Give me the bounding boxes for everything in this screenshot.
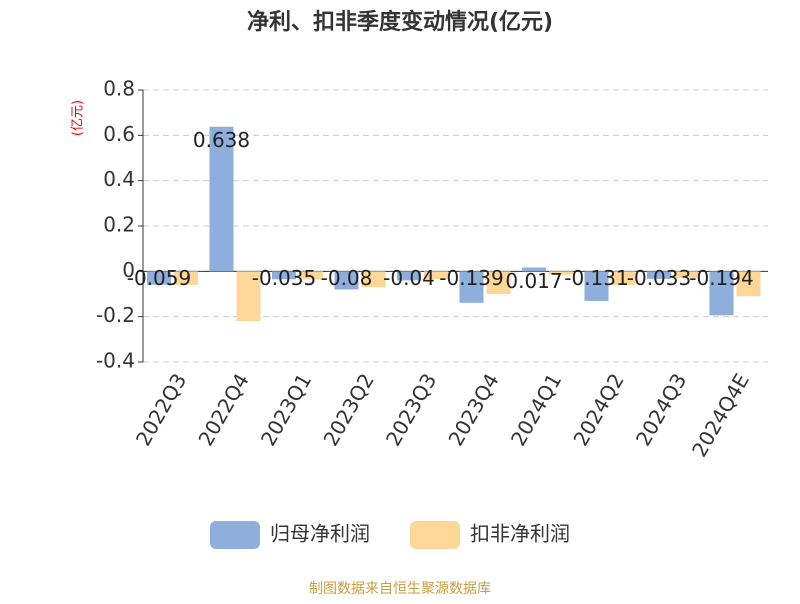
bar xyxy=(549,271,573,275)
x-tick-label: 2023Q3 xyxy=(381,369,441,450)
data-label: -0.139 xyxy=(439,266,503,290)
source-note: 制图数据来自恒生聚源数据库 xyxy=(309,581,491,597)
bar xyxy=(611,271,636,285)
legend-swatch xyxy=(210,521,260,549)
x-tick-label: 2024Q4E xyxy=(687,369,754,461)
data-label: -0.059 xyxy=(127,266,191,290)
y-tick-label: 0.2 xyxy=(103,213,135,237)
chart-title: 净利、扣非季度变动情况(亿元) xyxy=(247,9,553,35)
y-tick-label: 0 xyxy=(122,258,135,282)
y-tick-label: -0.4 xyxy=(96,349,135,373)
data-label: 0.017 xyxy=(505,269,562,293)
data-label: -0.194 xyxy=(689,266,753,290)
bar xyxy=(584,271,609,302)
bar xyxy=(486,271,511,294)
bar xyxy=(736,271,761,297)
bar xyxy=(522,267,546,272)
legend-swatch xyxy=(410,521,460,549)
bar xyxy=(334,271,359,290)
bar xyxy=(424,271,448,280)
legend-label: 归母净利润 xyxy=(270,522,370,546)
bar xyxy=(647,271,671,279)
bar xyxy=(459,271,484,303)
data-label: -0.131 xyxy=(564,266,628,290)
data-label: -0.035 xyxy=(252,266,316,290)
y-tick-label: 0.8 xyxy=(103,77,135,101)
bar xyxy=(299,271,323,280)
x-tick-label: 2024Q2 xyxy=(568,369,628,450)
data-label: -0.04 xyxy=(383,266,435,290)
y-tick-label: 0.6 xyxy=(103,122,135,146)
data-label: -0.033 xyxy=(627,266,691,290)
bar xyxy=(361,271,386,288)
data-label: -0.08 xyxy=(321,266,373,290)
legend-label: 扣非净利润 xyxy=(470,522,570,546)
y-tick-label: -0.2 xyxy=(96,303,135,327)
data-label: 0.638 xyxy=(193,128,250,152)
bar xyxy=(209,126,234,272)
y-tick-label: 0.4 xyxy=(103,167,135,191)
bar xyxy=(236,271,261,322)
bar xyxy=(674,271,698,279)
x-tick-label: 2023Q1 xyxy=(256,369,316,450)
x-tick-label: 2022Q3 xyxy=(131,369,191,450)
y-axis-label: (亿元) xyxy=(71,100,86,136)
bar xyxy=(174,271,198,285)
bar xyxy=(272,271,296,280)
x-tick-label: 2023Q4 xyxy=(443,369,503,450)
x-tick-label: 2024Q1 xyxy=(506,369,566,450)
bar xyxy=(709,271,734,316)
bar xyxy=(147,271,171,285)
x-tick-label: 2024Q3 xyxy=(631,369,691,450)
x-tick-label: 2022Q4 xyxy=(193,369,253,450)
x-tick-label: 2023Q2 xyxy=(318,369,378,450)
bar xyxy=(397,271,421,281)
